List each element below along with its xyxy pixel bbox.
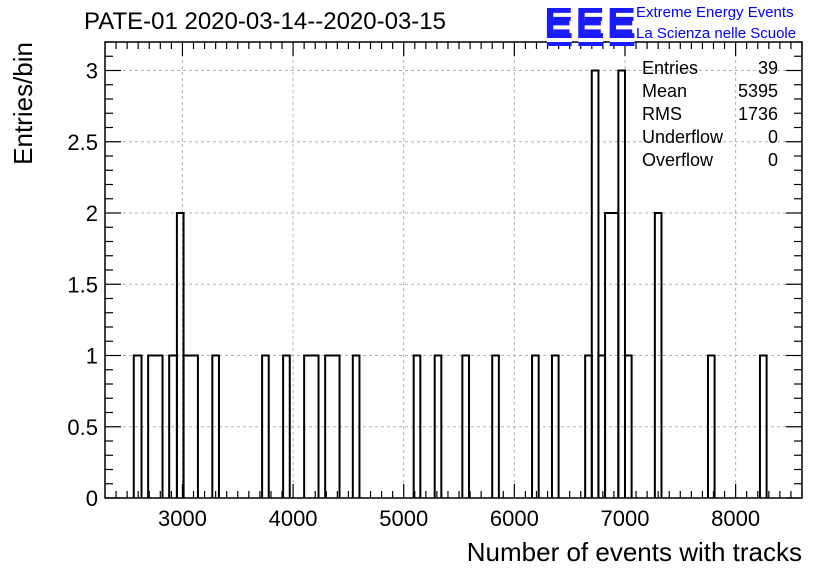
stat-value: 1736	[737, 104, 778, 124]
y-tick-label: 1.5	[67, 272, 98, 297]
stat-value: 0	[767, 127, 778, 147]
y-tick-label: 1	[86, 344, 98, 369]
x-tick-label: 5000	[379, 506, 428, 531]
stat-label: Underflow	[642, 127, 724, 147]
x-tick-label: 4000	[269, 506, 318, 531]
histogram-bin	[324, 354, 341, 498]
histogram-bin	[461, 354, 470, 498]
histogram-bin	[590, 69, 600, 498]
axis-ticks	[105, 41, 803, 499]
stat-row-overflow: Overflow 0	[636, 150, 786, 173]
stat-value: 0	[767, 150, 778, 170]
histogram-bin	[623, 354, 633, 498]
histogram-bin	[351, 354, 361, 498]
logo-line-1: Extreme Energy Events	[636, 4, 794, 21]
y-tick-label: 0	[86, 486, 98, 511]
y-tick-label: 0.5	[67, 415, 98, 440]
histogram-bin	[758, 354, 768, 498]
histogram-bin	[147, 354, 164, 498]
stat-label: Mean	[642, 81, 688, 101]
stat-row-mean: Mean 5395	[636, 81, 786, 104]
chart-title: PATE-01 2020-03-14--2020-03-15	[84, 8, 446, 35]
stats-box: Entries 39 Mean 5395 RMS 1736 Underflow …	[636, 58, 786, 173]
histogram-bin	[617, 69, 626, 498]
histogram-bin	[531, 354, 540, 498]
tick-labels: 3000 4000 5000 6000 7000 8000 0 0.5 1 1.5 2 2.5 3	[67, 59, 760, 532]
histogram-bin	[261, 354, 270, 498]
logo-line-2: La Scienza nelle Scuole	[636, 25, 797, 42]
stat-row-underflow: Underflow 0	[636, 127, 786, 150]
y-tick-label: 2.5	[67, 130, 98, 155]
stat-value: 39	[757, 58, 778, 78]
histogram-bin	[653, 212, 663, 498]
x-tick-label: 8000	[711, 506, 760, 531]
stat-row-rms: RMS 1736	[636, 104, 786, 127]
histogram-bin	[433, 354, 443, 498]
x-axis-label: Number of events with tracks	[467, 537, 802, 567]
x-tick-label: 3000	[158, 506, 207, 531]
eee-logo-mark: EEE	[544, 0, 639, 48]
histogram-bin	[303, 354, 320, 498]
histogram-bin	[706, 354, 716, 498]
y-axis-label: Entries/bin	[8, 42, 38, 165]
histogram-bin	[412, 354, 422, 498]
stat-row-entries: Entries 39	[636, 58, 786, 81]
histogram-bin	[282, 354, 291, 498]
stat-label: RMS	[642, 104, 682, 124]
eee-logo: EEE Extreme Energy Events La Scienza nel…	[540, 2, 830, 48]
y-tick-label: 3	[86, 59, 98, 84]
histogram-bin	[211, 354, 220, 498]
stat-label: Entries	[642, 58, 699, 78]
histogram-bin	[550, 354, 560, 498]
histogram-bin	[132, 354, 143, 498]
histogram-bin	[182, 354, 199, 498]
histogram-bin	[491, 354, 500, 498]
stat-label: Overflow	[642, 150, 714, 170]
histogram-bars	[132, 69, 768, 498]
y-tick-label: 2	[86, 201, 98, 226]
x-tick-label: 6000	[490, 506, 539, 531]
stat-value: 5395	[737, 81, 778, 101]
x-tick-label: 7000	[601, 506, 650, 531]
